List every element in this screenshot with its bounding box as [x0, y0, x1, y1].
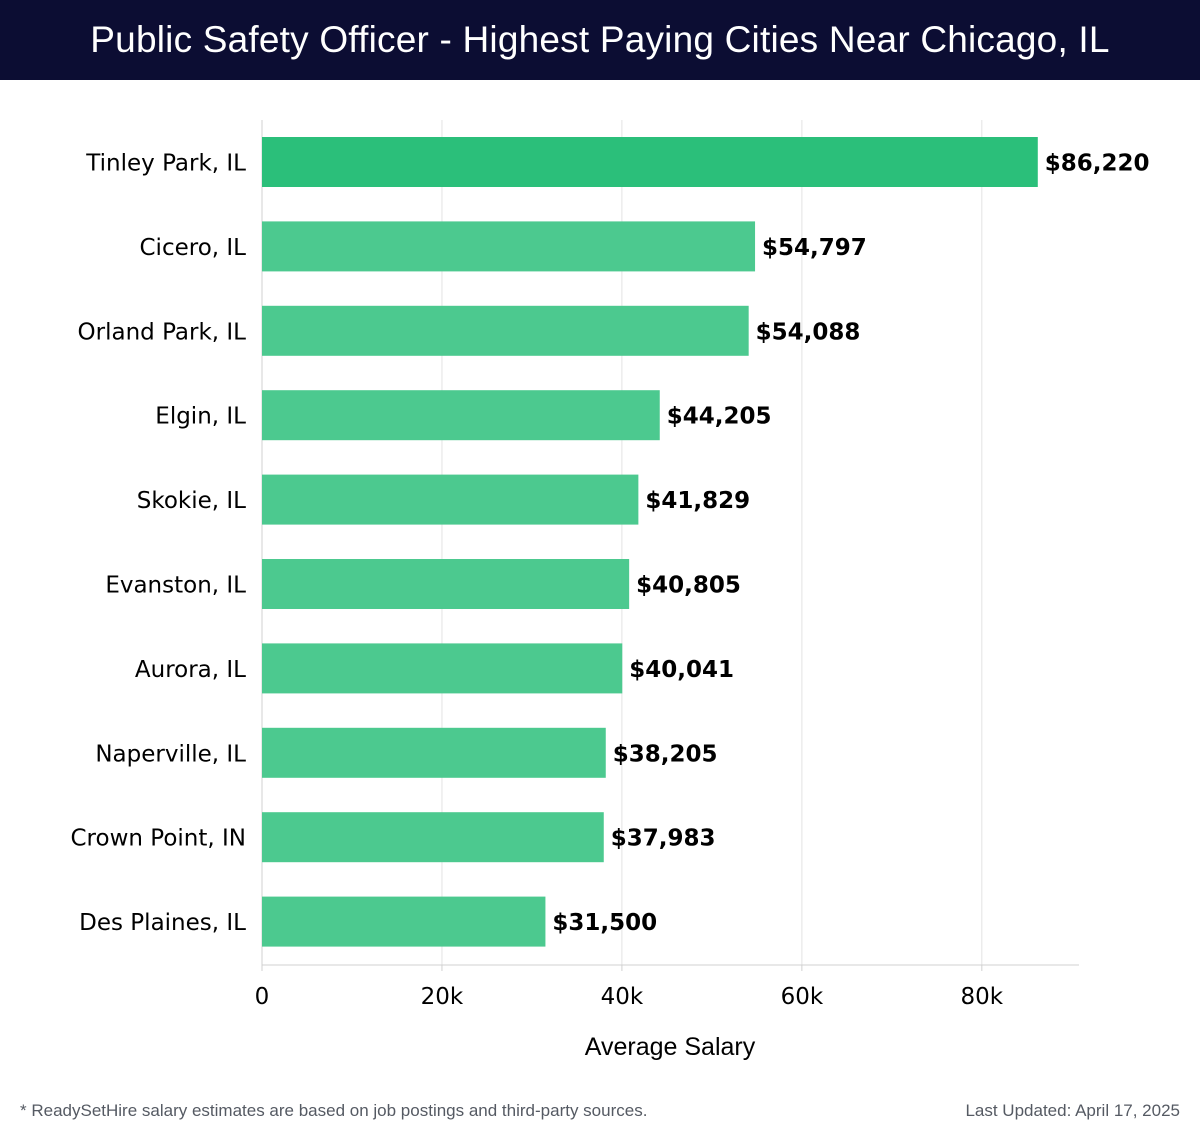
category-label: Naperville, IL	[95, 741, 246, 767]
bar	[262, 221, 756, 272]
bar-value-label: $41,829	[645, 488, 750, 514]
category-label: Evanston, IL	[105, 573, 246, 599]
category-label: Crown Point, IN	[71, 826, 247, 852]
category-label: Elgin, IL	[155, 404, 246, 430]
category-label: Aurora, IL	[135, 657, 246, 683]
category-label: Des Plaines, IL	[79, 910, 246, 936]
bar-value-label: $31,500	[552, 910, 657, 936]
category-labels: Tinley Park, IL Cicero, IL Orland Park, IL…	[71, 151, 247, 937]
category-label: Cicero, IL	[140, 235, 247, 261]
bar	[262, 305, 749, 356]
x-tick-label: 20k	[421, 984, 464, 1010]
bar	[262, 643, 623, 694]
bar-value-label: $54,088	[756, 319, 861, 345]
category-label: Skokie, IL	[137, 488, 246, 514]
bar-value-label: $40,041	[629, 657, 734, 683]
bar-value-label: $54,797	[762, 235, 867, 261]
x-tick-label: 60k	[781, 984, 824, 1010]
footer-note: * ReadySetHire salary estimates are base…	[20, 1101, 648, 1120]
bar	[262, 812, 604, 863]
x-tick-label: 80k	[961, 984, 1004, 1010]
bar-value-label: $37,983	[611, 826, 716, 852]
bar	[262, 559, 630, 609]
bar-value-label: $38,205	[613, 741, 718, 767]
bar-value-label: $44,205	[667, 404, 772, 430]
bar	[262, 390, 660, 441]
x-tick-label: 40k	[601, 984, 644, 1010]
x-axis-title: Average Salary	[585, 1033, 756, 1061]
x-axis-ticks: 0 20k 40k 60k 80k	[255, 965, 1004, 1010]
category-label: Tinley Park, IL	[85, 151, 246, 177]
bar	[262, 727, 606, 778]
bar	[262, 137, 1038, 187]
chart-title: Public Safety Officer - Highest Paying C…	[90, 19, 1110, 60]
bars	[262, 137, 1038, 947]
last-updated: Last Updated: April 17, 2025	[965, 1101, 1180, 1120]
x-tick-label: 0	[255, 984, 270, 1010]
category-label: Orland Park, IL	[78, 319, 247, 345]
value-labels: $86,220 $54,797 $54,088 $44,205 $41,829 $40,8…	[552, 151, 1149, 937]
bar-value-label: $40,805	[636, 573, 741, 599]
bar	[262, 474, 639, 525]
bar-value-label: $86,220	[1045, 151, 1150, 177]
salary-bar-chart: $86,220 $54,797 $54,088 $44,205 $41,829 $40,8…	[71, 120, 1150, 1061]
chart-header: Public Safety Officer - Highest Paying C…	[0, 0, 1200, 80]
bar	[262, 896, 546, 947]
